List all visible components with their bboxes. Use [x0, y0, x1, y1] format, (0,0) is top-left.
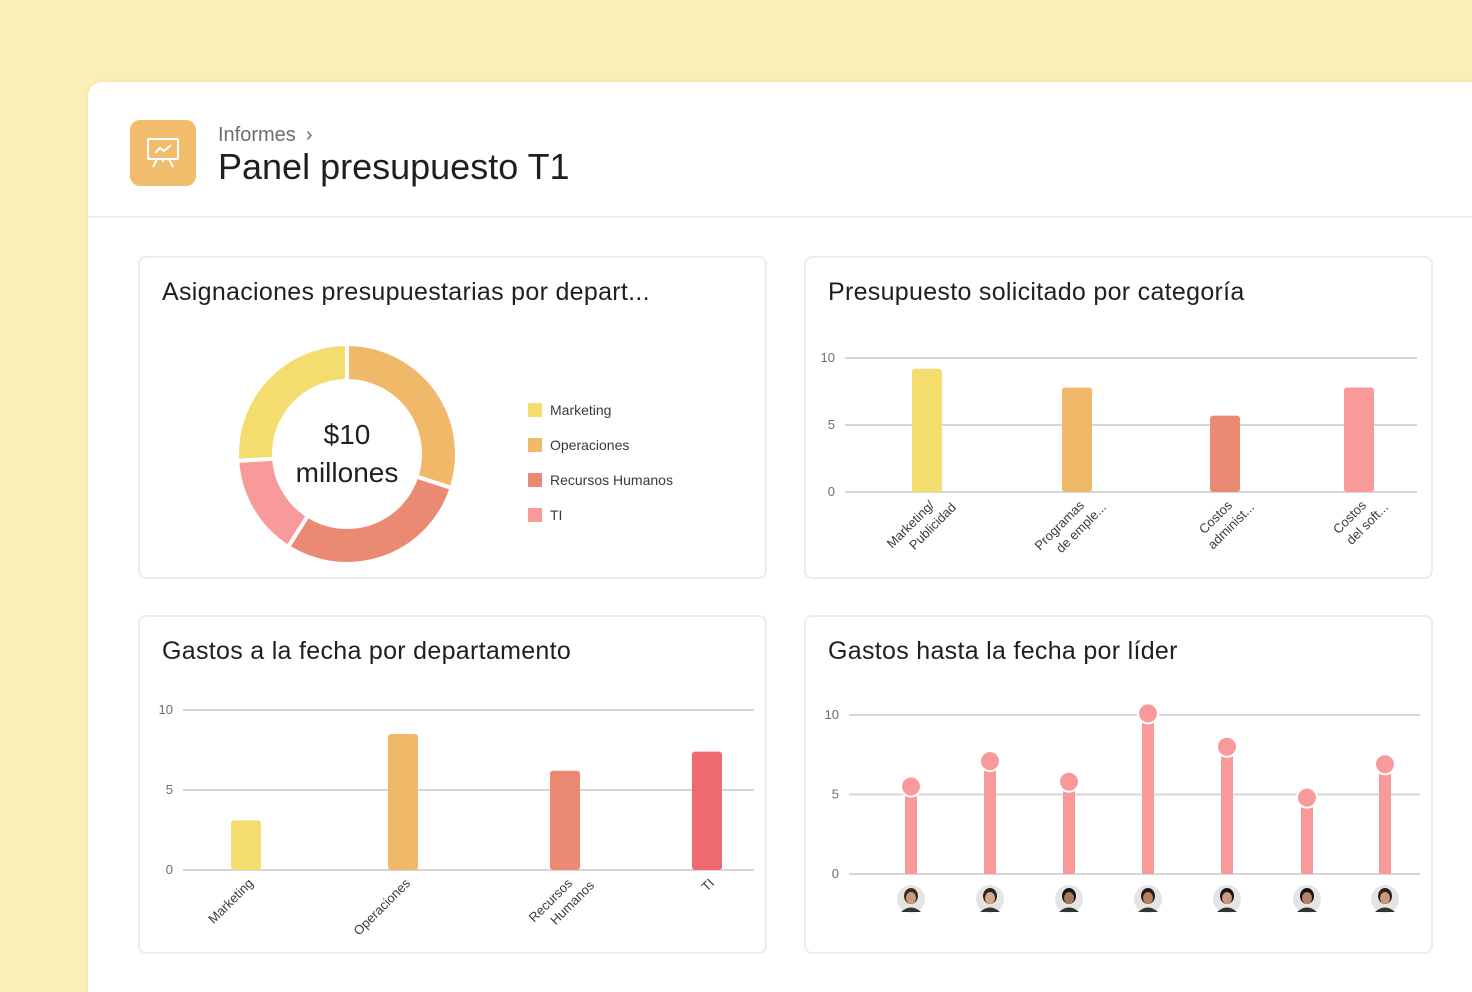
lollipop-head — [1058, 770, 1080, 793]
card-title: Gastos hasta la fecha por líder — [828, 637, 1178, 665]
avatar-face — [1302, 892, 1312, 904]
y-tick-label: 10 — [825, 707, 839, 722]
donut-slice-marketing — [235, 341, 349, 464]
bar — [1344, 387, 1374, 492]
x-tick-line: Operaciones — [350, 875, 413, 938]
bar — [550, 770, 580, 870]
legend-swatch — [528, 472, 542, 487]
x-tick-label: Programasde emple... — [1032, 488, 1109, 565]
lollipop-head — [979, 750, 1001, 773]
legend-label: TI — [550, 506, 563, 523]
x-tick-label: Costosadminist... — [1193, 488, 1258, 553]
avatar-body — [1059, 907, 1079, 912]
legend-swatch — [528, 507, 542, 522]
legend-swatch — [528, 402, 542, 417]
avatar-face — [1064, 892, 1074, 904]
bar — [388, 734, 418, 870]
lollipop-head — [900, 775, 922, 798]
avatar-body — [1297, 907, 1317, 912]
legend-label: Marketing — [550, 401, 612, 418]
avatar-body — [980, 907, 1000, 912]
lollipop-stem — [905, 786, 917, 874]
breadcrumb[interactable]: Informes › — [218, 124, 312, 147]
lollipop-head — [1374, 753, 1396, 776]
card-spend-by-leader: 0 5 10 Gastos hasta la fecha por líder — [804, 615, 1433, 954]
avatar[interactable] — [897, 885, 925, 913]
lollipop-stem — [1142, 713, 1154, 874]
avatar-face — [1222, 892, 1232, 904]
x-tick-label: Marketing — [205, 876, 256, 927]
avatar-face — [985, 892, 995, 904]
legend-item: TI — [528, 497, 673, 532]
lollipop-stem — [1379, 764, 1391, 874]
donut-chart — [235, 341, 459, 566]
y-tick-label: 5 — [832, 787, 839, 802]
card-title: Presupuesto solicitado por categoría — [828, 278, 1245, 306]
bar — [912, 368, 942, 492]
breadcrumb-informes[interactable]: Informes — [218, 124, 296, 146]
x-tick-line: Marketing — [205, 876, 256, 927]
lollipop-stem — [1301, 797, 1313, 874]
legend-label: Operaciones — [550, 436, 630, 453]
y-tick-label: 0 — [166, 862, 173, 877]
card-title: Asignaciones presupuestarias por depart.… — [162, 278, 650, 306]
y-tick-label: 0 — [828, 484, 835, 499]
avatar-face — [906, 892, 916, 904]
avatar[interactable] — [1134, 885, 1162, 913]
avatar-face — [1143, 892, 1153, 904]
y-tick-label: 10 — [821, 350, 835, 365]
avatar-body — [1138, 907, 1158, 912]
bar — [1210, 415, 1240, 492]
lollipop-head — [1137, 702, 1159, 725]
lollipop-head — [1296, 786, 1318, 809]
presentation-chart-icon — [130, 120, 196, 186]
card-budget-allocations: Asignaciones presupuestarias por depart.… — [138, 256, 767, 579]
x-tick-label: Costosdel soft... — [1330, 488, 1391, 549]
bar — [692, 751, 722, 870]
avatar-body — [901, 907, 921, 912]
y-tick-label: 0 — [832, 866, 839, 881]
page-title: Panel presupuesto T1 — [218, 146, 570, 187]
page-header: Informes › Panel presupuesto T1 — [88, 82, 1472, 218]
x-tick-label: Marketing/Publicidad — [884, 488, 959, 563]
y-tick-label: 5 — [166, 782, 173, 797]
bar-chart: 0 5 10 Marketing/Publicidad Programasde empl… — [821, 350, 1417, 565]
legend-item: Operaciones — [528, 427, 673, 462]
lollipop-stem — [1063, 781, 1075, 874]
x-tick-line: TI — [698, 876, 717, 895]
x-tick-label: RecursosHumanos — [526, 865, 598, 937]
avatar-face — [1380, 892, 1390, 904]
avatar[interactable] — [1055, 885, 1083, 913]
legend-item: Recursos Humanos — [528, 462, 673, 497]
y-tick-label: 10 — [159, 702, 173, 717]
avatar-body — [1375, 907, 1395, 912]
chart-legend: Marketing Operaciones Recursos Humanos TI — [528, 392, 673, 532]
x-tick-label: TI — [698, 876, 717, 895]
avatar-body — [1217, 907, 1237, 912]
lollipop-head — [1216, 735, 1238, 758]
legend-item: Marketing — [528, 392, 673, 427]
donut-center-label: $10 millones — [295, 419, 399, 488]
legend-label: Recursos Humanos — [550, 471, 673, 488]
legend-swatch — [528, 437, 542, 452]
card-requested-budget: 0 5 10 Marketing/Publicidad Programasde empl… — [804, 256, 1433, 579]
lollipop-chart: 0 5 10 — [825, 702, 1420, 913]
lollipop-stem — [1221, 746, 1233, 874]
x-tick-label: Operaciones — [350, 875, 413, 938]
card-spend-by-department: 0 5 10 Marketing Operaciones RecursosHumanos T… — [138, 615, 767, 954]
bar-chart: 0 5 10 Marketing Operaciones RecursosHumanos T… — [159, 702, 754, 938]
chevron-right-icon: › — [305, 124, 313, 146]
lollipop-stem — [984, 761, 996, 874]
avatar[interactable] — [976, 885, 1004, 913]
avatar[interactable] — [1213, 885, 1241, 913]
avatar[interactable] — [1371, 885, 1399, 913]
y-tick-label: 5 — [828, 417, 835, 432]
avatar[interactable] — [1293, 885, 1321, 913]
card-title: Gastos a la fecha por departamento — [162, 637, 572, 665]
bar — [1062, 387, 1092, 492]
bar — [231, 820, 261, 870]
